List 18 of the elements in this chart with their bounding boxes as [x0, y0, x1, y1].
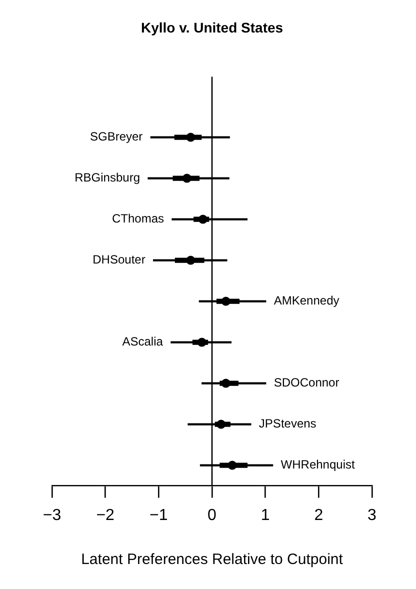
- y-tick-label: AScalia: [122, 334, 164, 349]
- y-tick-label: CThomas: [112, 212, 164, 226]
- y-tick-label: AMKennedy: [274, 294, 340, 308]
- chart-title: Kyllo v. United States: [140, 19, 284, 36]
- x-tick-label: 1: [260, 506, 270, 524]
- x-tick-label: 0: [208, 506, 217, 524]
- y-tick-label: SGBreyer: [90, 130, 143, 144]
- x-axis-title: Latent Preferences Relative to Cutpoint: [81, 551, 344, 568]
- y-tick-label: WHRehnquist: [280, 458, 356, 472]
- x-tick-label: 2: [314, 506, 324, 524]
- y-tick-label: DHSouter: [92, 252, 146, 267]
- y-tick-label: RBGinsburg: [74, 170, 140, 185]
- x-tick-label: −2: [96, 506, 115, 524]
- y-tick-label: SDOConnor: [274, 376, 340, 390]
- x-tick-label: −3: [42, 506, 62, 524]
- y-tick-label: JPStevens: [258, 416, 316, 431]
- x-tick-label: 3: [368, 506, 377, 524]
- x-tick-label: −1: [150, 506, 168, 524]
